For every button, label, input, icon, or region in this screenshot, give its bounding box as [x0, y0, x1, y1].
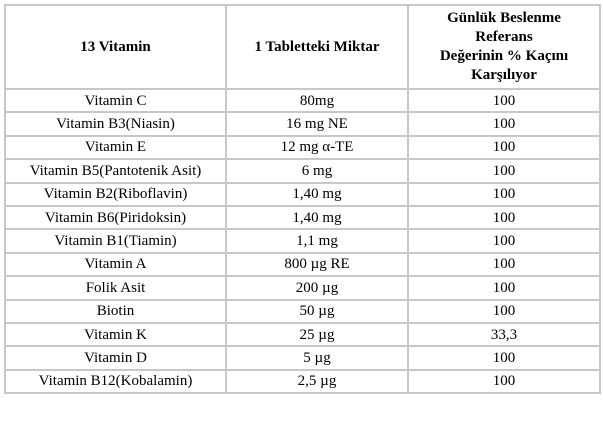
percent-cell: 100	[407, 345, 601, 371]
table-row: Folik Asit 200 µg 100	[4, 275, 601, 301]
table-row: Vitamin E 12 mg α-TE 100	[4, 134, 601, 161]
table-body: Vitamin C 80mg 100 Vitamin B3(Niasin) 16 mg …	[4, 87, 601, 395]
table-row: Vitamin B12(Kobalamin) 2,5 µg 100	[4, 368, 601, 395]
vitamin-name-cell: Vitamin B2(Riboflavin)	[4, 181, 227, 207]
amount-cell: 12 mg α-TE	[225, 134, 409, 161]
vitamin-table: 13 Vitamin 1 Tabletteki Miktar Günlük Besl…	[4, 4, 601, 395]
percent-cell: 100	[407, 298, 601, 324]
header-row: 13 Vitamin 1 Tabletteki Miktar Günlük Besl…	[4, 4, 601, 90]
vitamin-name-cell: Vitamin B3(Niasin)	[4, 111, 227, 137]
amount-cell: 200 µg	[225, 275, 409, 301]
table-row: Vitamin K 25 µg 33,3	[4, 321, 601, 348]
column-header: 1 Tabletteki Miktar	[225, 4, 409, 90]
percent-cell: 100	[407, 204, 601, 231]
vitamin-name-cell: Vitamin B1(Tiamin)	[4, 228, 227, 254]
vitamin-name-cell: Vitamin K	[4, 321, 227, 348]
percent-cell: 33,3	[407, 321, 601, 348]
percent-cell: 100	[407, 228, 601, 254]
table-row: Vitamin C 80mg 100	[4, 87, 601, 114]
table-row: Vitamin B5(Pantotenik Asit) 6 mg 100	[4, 158, 601, 184]
vitamin-name-cell: Vitamin B12(Kobalamin)	[4, 368, 227, 395]
percent-cell: 100	[407, 275, 601, 301]
vitamin-name-cell: Vitamin D	[4, 345, 227, 371]
percent-cell: 100	[407, 251, 601, 278]
table-row: Biotin 50 µg 100	[4, 298, 601, 324]
vitamin-name-cell: Biotin	[4, 298, 227, 324]
vitamin-name-cell: Folik Asit	[4, 275, 227, 301]
percent-cell: 100	[407, 181, 601, 207]
amount-cell: 5 µg	[225, 345, 409, 371]
table-row: Vitamin B1(Tiamin) 1,1 mg 100	[4, 228, 601, 254]
table-row: Vitamin B3(Niasin) 16 mg NE 100	[4, 111, 601, 137]
vitamin-name-cell: Vitamin E	[4, 134, 227, 161]
percent-cell: 100	[407, 158, 601, 184]
percent-cell: 100	[407, 134, 601, 161]
amount-cell: 80mg	[225, 87, 409, 114]
percent-cell: 100	[407, 368, 601, 395]
amount-cell: 1,1 mg	[225, 228, 409, 254]
percent-cell: 100	[407, 87, 601, 114]
vitamin-name-cell: Vitamin A	[4, 251, 227, 278]
table-row: Vitamin B6(Piridoksin) 1,40 mg 100	[4, 204, 601, 231]
amount-cell: 16 mg NE	[225, 111, 409, 137]
table-row: Vitamin B2(Riboflavin) 1,40 mg 100	[4, 181, 601, 207]
column-header: 13 Vitamin	[4, 4, 227, 90]
table-row: Vitamin A 800 µg RE 100	[4, 251, 601, 278]
amount-cell: 6 mg	[225, 158, 409, 184]
amount-cell: 25 µg	[225, 321, 409, 348]
amount-cell: 800 µg RE	[225, 251, 409, 278]
amount-cell: 1,40 mg	[225, 204, 409, 231]
vitamin-name-cell: Vitamin C	[4, 87, 227, 114]
column-header: Günlük Beslenme Referans Değerinin % Kaç…	[407, 4, 601, 90]
vitamin-name-cell: Vitamin B5(Pantotenik Asit)	[4, 158, 227, 184]
percent-cell: 100	[407, 111, 601, 137]
amount-cell: 1,40 mg	[225, 181, 409, 207]
amount-cell: 50 µg	[225, 298, 409, 324]
vitamin-name-cell: Vitamin B6(Piridoksin)	[4, 204, 227, 231]
amount-cell: 2,5 µg	[225, 368, 409, 395]
